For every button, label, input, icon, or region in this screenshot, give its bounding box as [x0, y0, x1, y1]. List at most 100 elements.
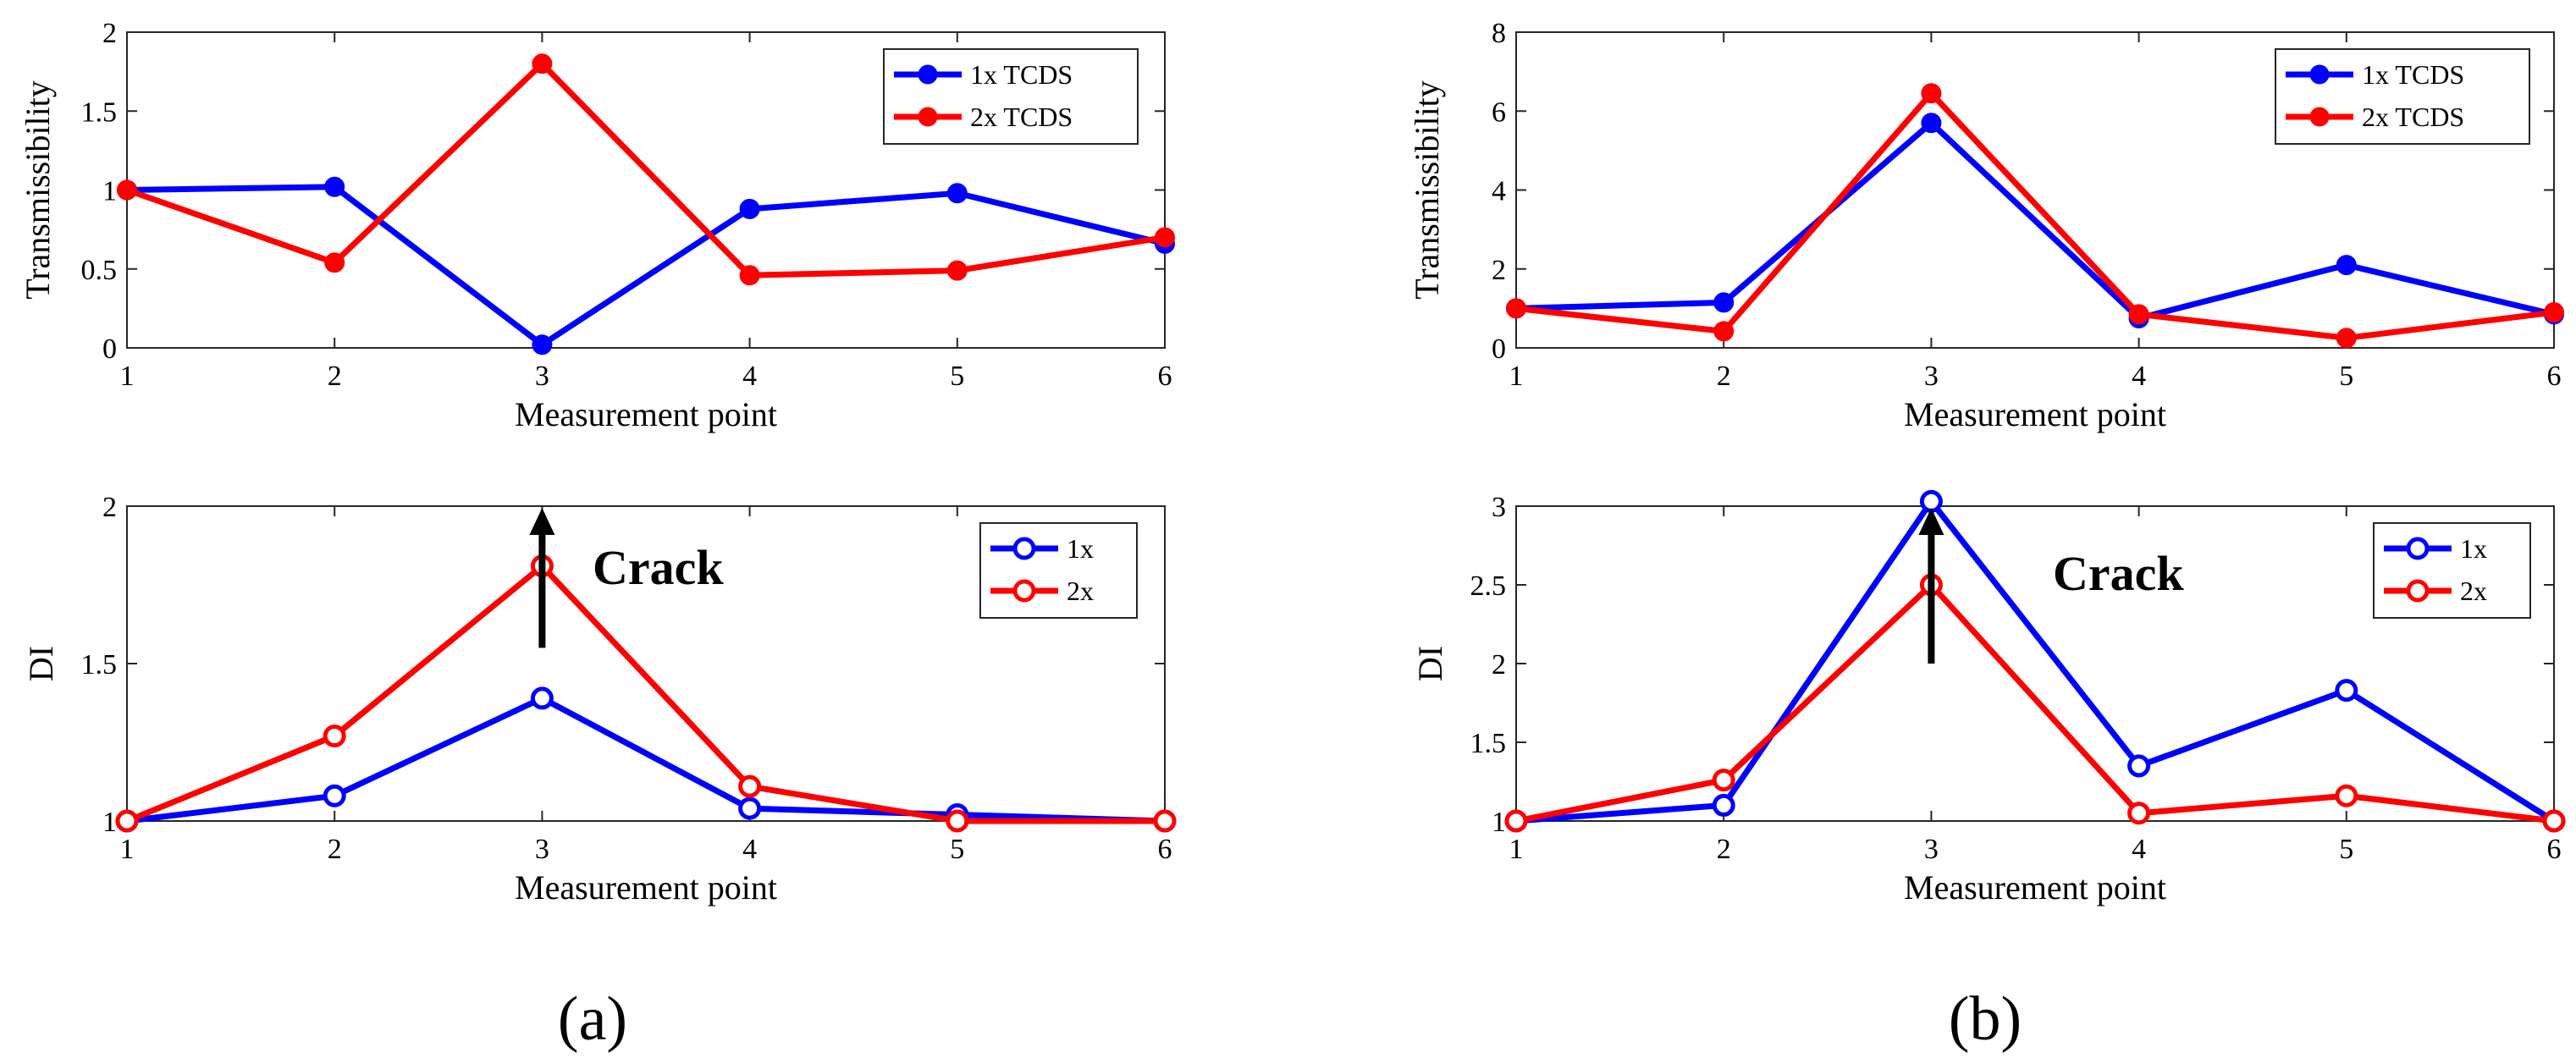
y-tick-label: 1 — [102, 807, 117, 838]
legend-entry: 1x — [1067, 533, 1094, 564]
data-point — [532, 53, 553, 74]
data-point — [1713, 292, 1735, 313]
x-axis-label: Measurement point — [515, 395, 777, 433]
panel-label-b: (b) — [1949, 984, 2022, 1054]
y-tick-label: 0.5 — [81, 255, 118, 286]
y-axis-label: Transmissibility — [1408, 80, 1446, 300]
legend-marker — [1012, 579, 1036, 603]
x-tick-label: 6 — [1158, 834, 1172, 865]
x-tick-label: 2 — [328, 361, 342, 392]
y-tick-label: 0 — [1492, 333, 1506, 365]
series-line-2x — [1515, 581, 2555, 824]
y-tick-label: 1 — [1492, 807, 1506, 838]
legend-box — [2275, 48, 2530, 145]
legend-box — [979, 522, 1138, 619]
x-tick-label: 4 — [742, 834, 757, 865]
x-tick-label: 4 — [2132, 834, 2146, 865]
x-tick-label: 3 — [1924, 361, 1939, 392]
data-point — [324, 252, 345, 273]
data-point — [739, 198, 760, 219]
y-tick-label: 1.5 — [1470, 728, 1507, 759]
y-tick-label: 1.5 — [81, 96, 118, 128]
y-axis-label: Transmissibility — [19, 80, 57, 300]
data-point — [324, 176, 345, 197]
legend-entry: 2x TCDS — [970, 102, 1073, 132]
data-point — [323, 784, 346, 807]
legend-entry: 2x TCDS — [2362, 102, 2464, 132]
data-point — [2542, 809, 2566, 833]
data-point — [117, 179, 137, 201]
legend-marker — [2406, 579, 2430, 603]
y-tick-label: 0 — [102, 333, 117, 365]
y-tick-label: 2 — [1492, 649, 1506, 681]
crack-annotation: Crack — [2053, 546, 2184, 601]
x-tick-label: 6 — [2547, 361, 2562, 392]
y-tick-label: 2 — [1492, 255, 1506, 286]
data-point — [2335, 784, 2358, 807]
x-axis-label: Measurement point — [1904, 868, 2166, 906]
legend-marker — [918, 107, 938, 127]
x-tick-label: 6 — [1158, 361, 1172, 392]
x-tick-label: 1 — [120, 361, 135, 392]
legend-marker — [2406, 537, 2430, 560]
y-tick-label: 2.5 — [1470, 570, 1507, 602]
data-point — [1921, 83, 1942, 104]
y-axis-label: DI — [1411, 646, 1449, 681]
data-point — [323, 725, 346, 748]
y-axis-label: DI — [22, 646, 60, 681]
x-tick-label: 6 — [2547, 834, 2562, 865]
data-point — [2128, 304, 2149, 325]
legend-entry: 2x — [1067, 576, 1094, 606]
data-point — [1712, 793, 1735, 817]
legend-box — [2373, 522, 2531, 619]
legend: 1x TCDS 2x TCDS — [2275, 48, 2530, 145]
legend-entry: 1x — [2460, 533, 2487, 564]
data-point — [532, 334, 553, 355]
x-tick-label: 3 — [1924, 834, 1939, 865]
data-point — [1504, 809, 1528, 833]
legend: 1x TCDS 2x TCDS — [883, 48, 1139, 145]
x-axis-label: Measurement point — [515, 868, 777, 906]
y-tick-label: 6 — [1492, 96, 1506, 128]
series-line-1x-tcds — [126, 184, 1166, 349]
data-point — [2127, 754, 2151, 778]
legend-marker — [1012, 537, 1036, 560]
series-line-2x-tcds — [1515, 89, 2555, 341]
x-tick-label: 5 — [950, 834, 964, 865]
x-tick-label: 4 — [742, 361, 757, 392]
series-line-1x-tcds — [1515, 118, 2555, 322]
data-point — [1713, 321, 1735, 342]
series-line-2x-tcds — [125, 59, 1166, 278]
x-tick-label: 2 — [1717, 361, 1731, 392]
y-tick-label: 8 — [1492, 18, 1506, 49]
legend-entry: 2x — [2460, 576, 2487, 606]
crack-annotation: Crack — [593, 540, 724, 595]
y-tick-label: 1.5 — [81, 649, 118, 681]
data-point — [739, 265, 760, 286]
data-point — [2335, 679, 2358, 703]
y-tick-label: 2 — [102, 492, 117, 523]
data-point — [946, 183, 968, 204]
y-tick-label: 2 — [102, 18, 117, 49]
x-tick-label: 1 — [1509, 834, 1524, 865]
legend-marker — [918, 64, 938, 85]
data-point — [530, 686, 554, 710]
data-point — [946, 809, 969, 833]
x-tick-label: 4 — [2132, 361, 2146, 392]
crack-arrow-head — [1918, 508, 1944, 535]
data-point — [1921, 113, 1942, 134]
series-line-1x — [1515, 496, 2556, 824]
x-tick-label: 1 — [120, 834, 135, 865]
x-tick-label: 5 — [2339, 834, 2353, 865]
series-line-2x — [125, 561, 1165, 824]
data-point — [115, 809, 139, 833]
data-point — [738, 796, 762, 820]
y-tick-label: 3 — [1492, 492, 1506, 523]
x-axis-label: Measurement point — [1904, 395, 2166, 433]
legend-entry: 1x TCDS — [2362, 59, 2464, 90]
data-point — [946, 260, 968, 281]
x-tick-label: 2 — [1717, 834, 1731, 865]
